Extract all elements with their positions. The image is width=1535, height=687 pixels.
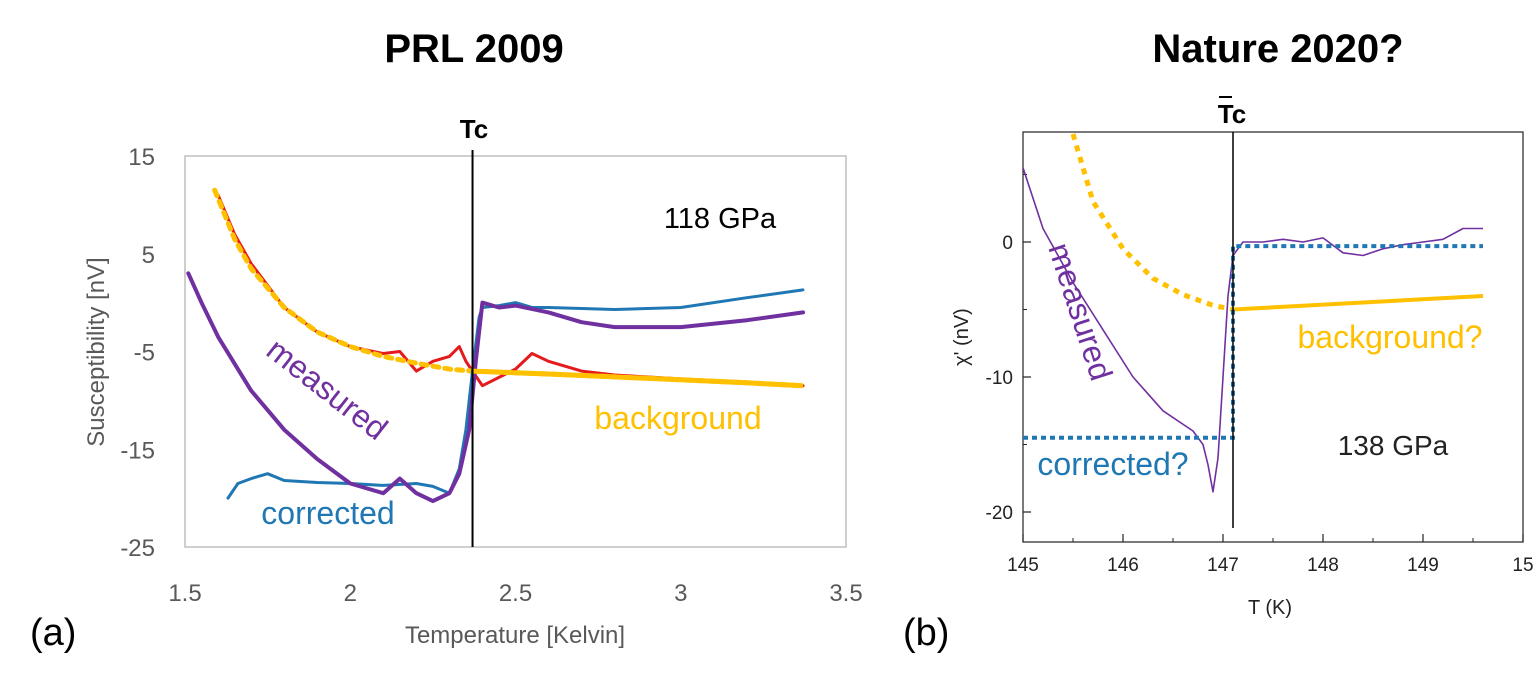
chart-a-y-tick-label: -25: [120, 535, 155, 562]
chart-b-title: Nature 2020?: [1152, 27, 1403, 71]
chart-a-x-tick-label: 2: [344, 580, 357, 607]
chart-b-x-tick-label: 146: [1107, 555, 1139, 576]
chart-a-annotation-measured: measured: [260, 331, 394, 447]
chart-a-x-tick-label: 3: [674, 580, 687, 607]
chart-b-annotation-measured: measured: [1041, 238, 1119, 384]
chart-b-x-tick-label: 147: [1207, 555, 1239, 576]
chart-a-x-axis-label: Temperature [Kelvin]: [405, 622, 625, 649]
chart-b-pressure-label: 138 GPa: [1338, 430, 1449, 461]
chart-b-x-tick-label: 145: [1007, 555, 1039, 576]
chart-a-title: PRL 2009: [384, 27, 563, 71]
chart-a-y-axis-label: Susceptibility [nV]: [83, 257, 110, 446]
chart-b-series-background-solid: [1232, 294, 1484, 312]
chart-b: Nature 2020? Tc 138 GPa T (K) χ' (nV) (b…: [903, 27, 1534, 654]
chart-a-series-measured: [186, 271, 805, 504]
chart-a-y-tick-label: 5: [142, 242, 155, 269]
chart-b-x-tick-label: 15: [1512, 555, 1533, 576]
chart-b-annotation-background: background?: [1297, 319, 1482, 355]
chart-a-y-tick-label: -15: [120, 437, 155, 464]
chart-b-y-tick-label: -20: [986, 503, 1013, 524]
chart-b-y-tick-label: -10: [986, 368, 1013, 389]
chart-b-y-tick-label: 0: [1002, 233, 1013, 254]
chart-a-plot-area: [184, 155, 847, 548]
chart-a-x-tick-label: 1.5: [168, 580, 201, 607]
chart-a-annotation-corrected: corrected: [261, 495, 394, 531]
chart-b-series-corrected: [1023, 244, 1483, 440]
chart-a-x-tick-label: 3.5: [829, 580, 862, 607]
chart-a-y-tick-label: -5: [134, 340, 155, 367]
chart-b-series-background-dotted: [1070, 133, 1234, 312]
chart-b-tc-label: Tc: [1218, 99, 1246, 129]
chart-a-annotation-background: background: [594, 400, 761, 436]
chart-b-panel-label: (b): [903, 612, 949, 654]
chart-a-series-background-solid: [472, 368, 804, 389]
chart-a-series-corrected: [226, 288, 805, 500]
chart-a-series-background-fit: [216, 193, 805, 388]
chart-b-x-tick-label: 149: [1407, 555, 1439, 576]
chart-b-annotation-corrected: corrected?: [1037, 446, 1188, 482]
chart-a-tc-label: Tc: [460, 114, 488, 144]
chart-b-x-tick-label: 148: [1307, 555, 1339, 576]
chart-b-y-axis-label: χ' (nV): [951, 308, 973, 366]
chart-a-y-tick-label: 15: [128, 144, 155, 171]
chart-b-x-axis-label: T (K): [1248, 597, 1292, 619]
chart-a-pressure-label: 118 GPa: [664, 203, 777, 235]
chart-a: PRL 2009 Tc 118 GPa Temperature [Kelvin]…: [30, 27, 863, 654]
chart-a-panel-label: (a): [30, 612, 76, 654]
chart-a-x-tick-label: 2.5: [499, 580, 532, 607]
